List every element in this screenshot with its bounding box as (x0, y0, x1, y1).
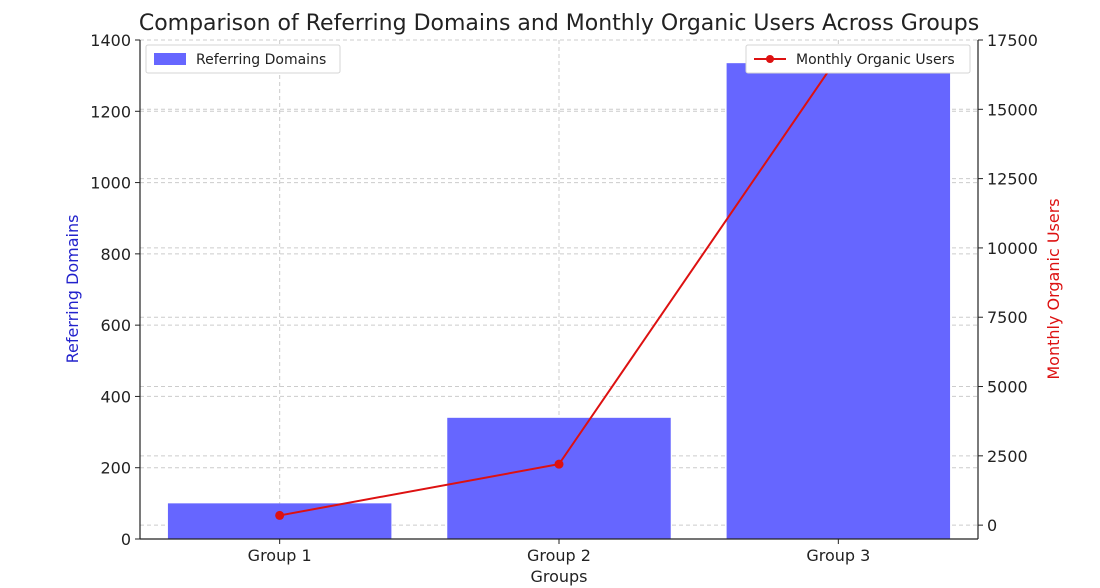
y-right-tick-label: 17500 (987, 31, 1038, 50)
y-axis-right-label: Monthly Organic Users (1044, 198, 1063, 379)
axes (135, 39, 983, 544)
y-left-tick-label: 800 (100, 245, 131, 264)
legend-swatch-marker (766, 55, 774, 63)
y-right-tick-label: 0 (987, 516, 997, 535)
x-tick-label: Group 2 (527, 546, 591, 565)
y-right-tick-label: 2500 (987, 447, 1028, 466)
point-group-1 (275, 510, 285, 520)
x-tick-label: Group 3 (806, 546, 870, 565)
y-right-tick-label: 12500 (987, 170, 1038, 189)
bar-group-3 (726, 63, 951, 540)
y-left-tick-label: 400 (100, 387, 131, 406)
legend-label-monthly-organic-users: Monthly Organic Users (796, 52, 955, 68)
legend-swatch-bar (154, 53, 186, 65)
bar-group-1 (167, 503, 392, 539)
y-right-tick-label: 10000 (987, 239, 1038, 258)
y-right-tick-label: 7500 (987, 308, 1028, 327)
x-tick-label: Group 1 (248, 546, 312, 565)
y-axis-left-label: Referring Domains (63, 215, 82, 364)
tick-labels: 0 200 400 600 800 1000 1200 1400 0 2500 5000 7500 10… (90, 31, 1038, 565)
x-axis-label: Groups (530, 567, 587, 586)
y-left-tick-label: 200 (100, 459, 131, 478)
y-left-tick-label: 1400 (90, 31, 131, 50)
legend-monthly-organic-users: Monthly Organic Users (745, 44, 971, 74)
y-right-tick-label: 15000 (987, 100, 1038, 119)
legend-label-referring-domains: Referring Domains (196, 52, 326, 68)
legend-referring-domains: Referring Domains (145, 44, 341, 74)
y-left-tick-label: 1000 (90, 174, 131, 193)
y-left-tick-label: 0 (121, 530, 131, 549)
y-right-tick-label: 5000 (987, 378, 1028, 397)
y-left-tick-label: 1200 (90, 102, 131, 121)
y-left-tick-label: 600 (100, 316, 131, 335)
point-group-2 (554, 459, 564, 469)
chart-title: Comparison of Referring Domains and Mont… (139, 11, 979, 36)
